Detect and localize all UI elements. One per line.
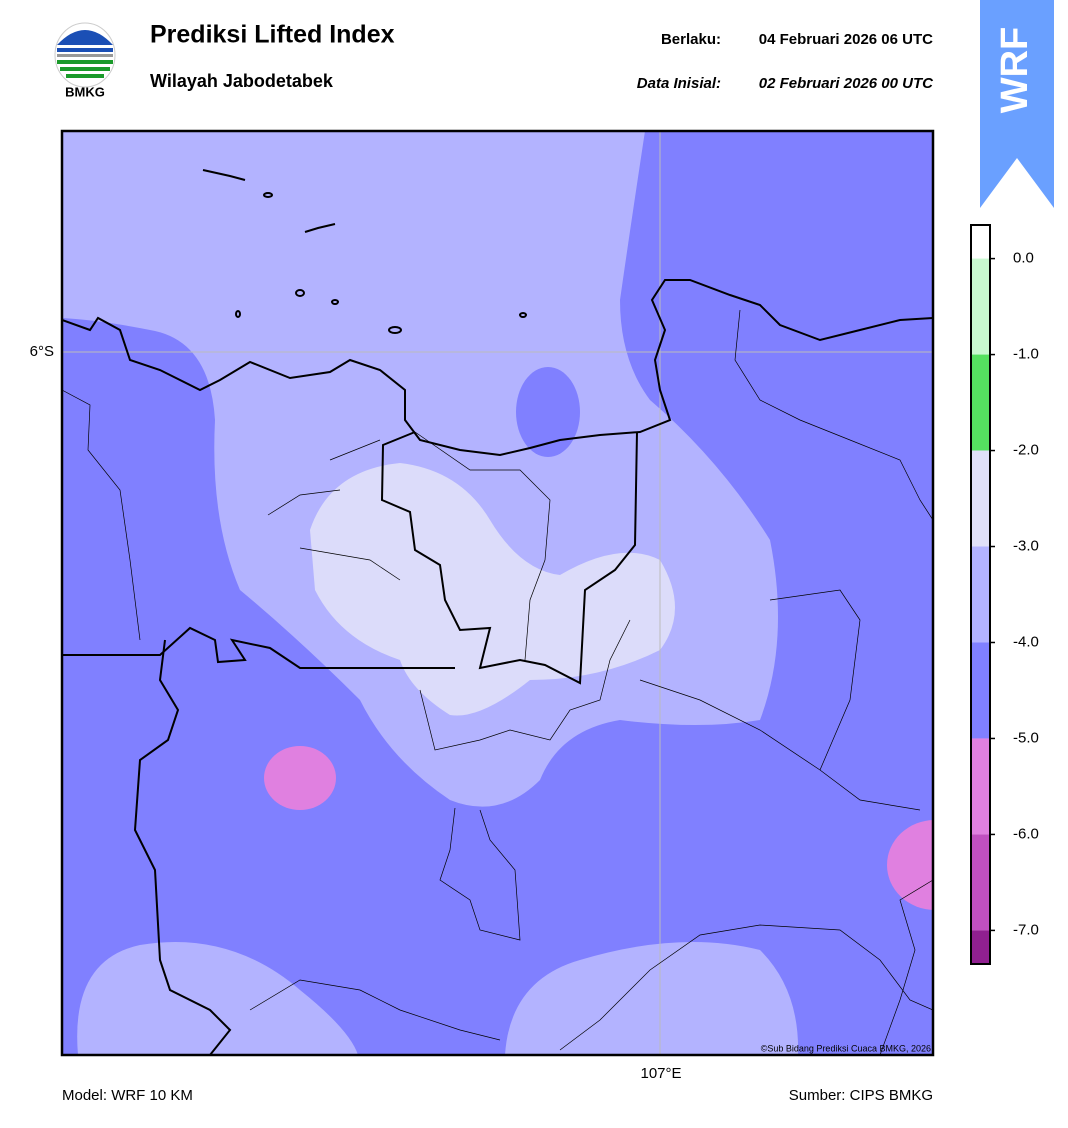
- badge-text: WRF: [994, 27, 1036, 114]
- colorbar-tick-label: 0.0: [1013, 250, 1034, 267]
- colorbar-segment: [971, 258, 990, 355]
- colorbar-tick-label: -5.0: [1013, 729, 1039, 746]
- colorbar-segment: [971, 354, 990, 451]
- title: Prediksi Lifted Index: [150, 21, 395, 49]
- subtitle: Wilayah Jabodetabek: [150, 71, 334, 91]
- badge: [980, 0, 1054, 208]
- colorbar-tick-label: -4.0: [1013, 633, 1039, 650]
- colorbar-tick-label: -1.0: [1013, 346, 1039, 363]
- colorbar: 0.0 -1.0 -2.0 -3.0 -4.0 -5.0 -6.0 -7.0: [970, 224, 1039, 965]
- map-frame: [60, 129, 935, 1057]
- logo-text: BMKG: [65, 84, 105, 99]
- colorbar-segment: [971, 738, 990, 835]
- logo: BMKG: [54, 22, 116, 99]
- valid-time: 04 Februari 2026 06 UTC: [759, 31, 933, 48]
- credit: ©Sub Bidang Prediksi Cuaca BMKG, 2026: [761, 1043, 931, 1053]
- colorbar-segment: [971, 930, 990, 964]
- init-label: Data Inisial:: [637, 75, 721, 92]
- source-label: Sumber: CIPS BMKG: [789, 1087, 933, 1104]
- colorbar-segment: [971, 642, 990, 739]
- valid-label: Berlaku:: [661, 31, 721, 48]
- colorbar-tick-label: -6.0: [1013, 825, 1039, 842]
- colorbar-tick-label: -2.0: [1013, 442, 1039, 459]
- lat-label: 6°S: [30, 343, 54, 360]
- colorbar-frame: [970, 224, 991, 965]
- colorbar-segment: [971, 450, 990, 547]
- model-label: Model: WRF 10 KM: [62, 1087, 193, 1104]
- colorbar-segment: [971, 546, 990, 643]
- colorbar-tick-label: -7.0: [1013, 921, 1039, 938]
- map: [62, 131, 933, 1055]
- lon-label: 107°E: [640, 1065, 681, 1082]
- colorbar-segment: [971, 834, 990, 931]
- colorbar-segment: [971, 225, 990, 259]
- colorbar-tick-label: -3.0: [1013, 537, 1039, 554]
- init-time: 02 Februari 2026 00 UTC: [759, 75, 934, 92]
